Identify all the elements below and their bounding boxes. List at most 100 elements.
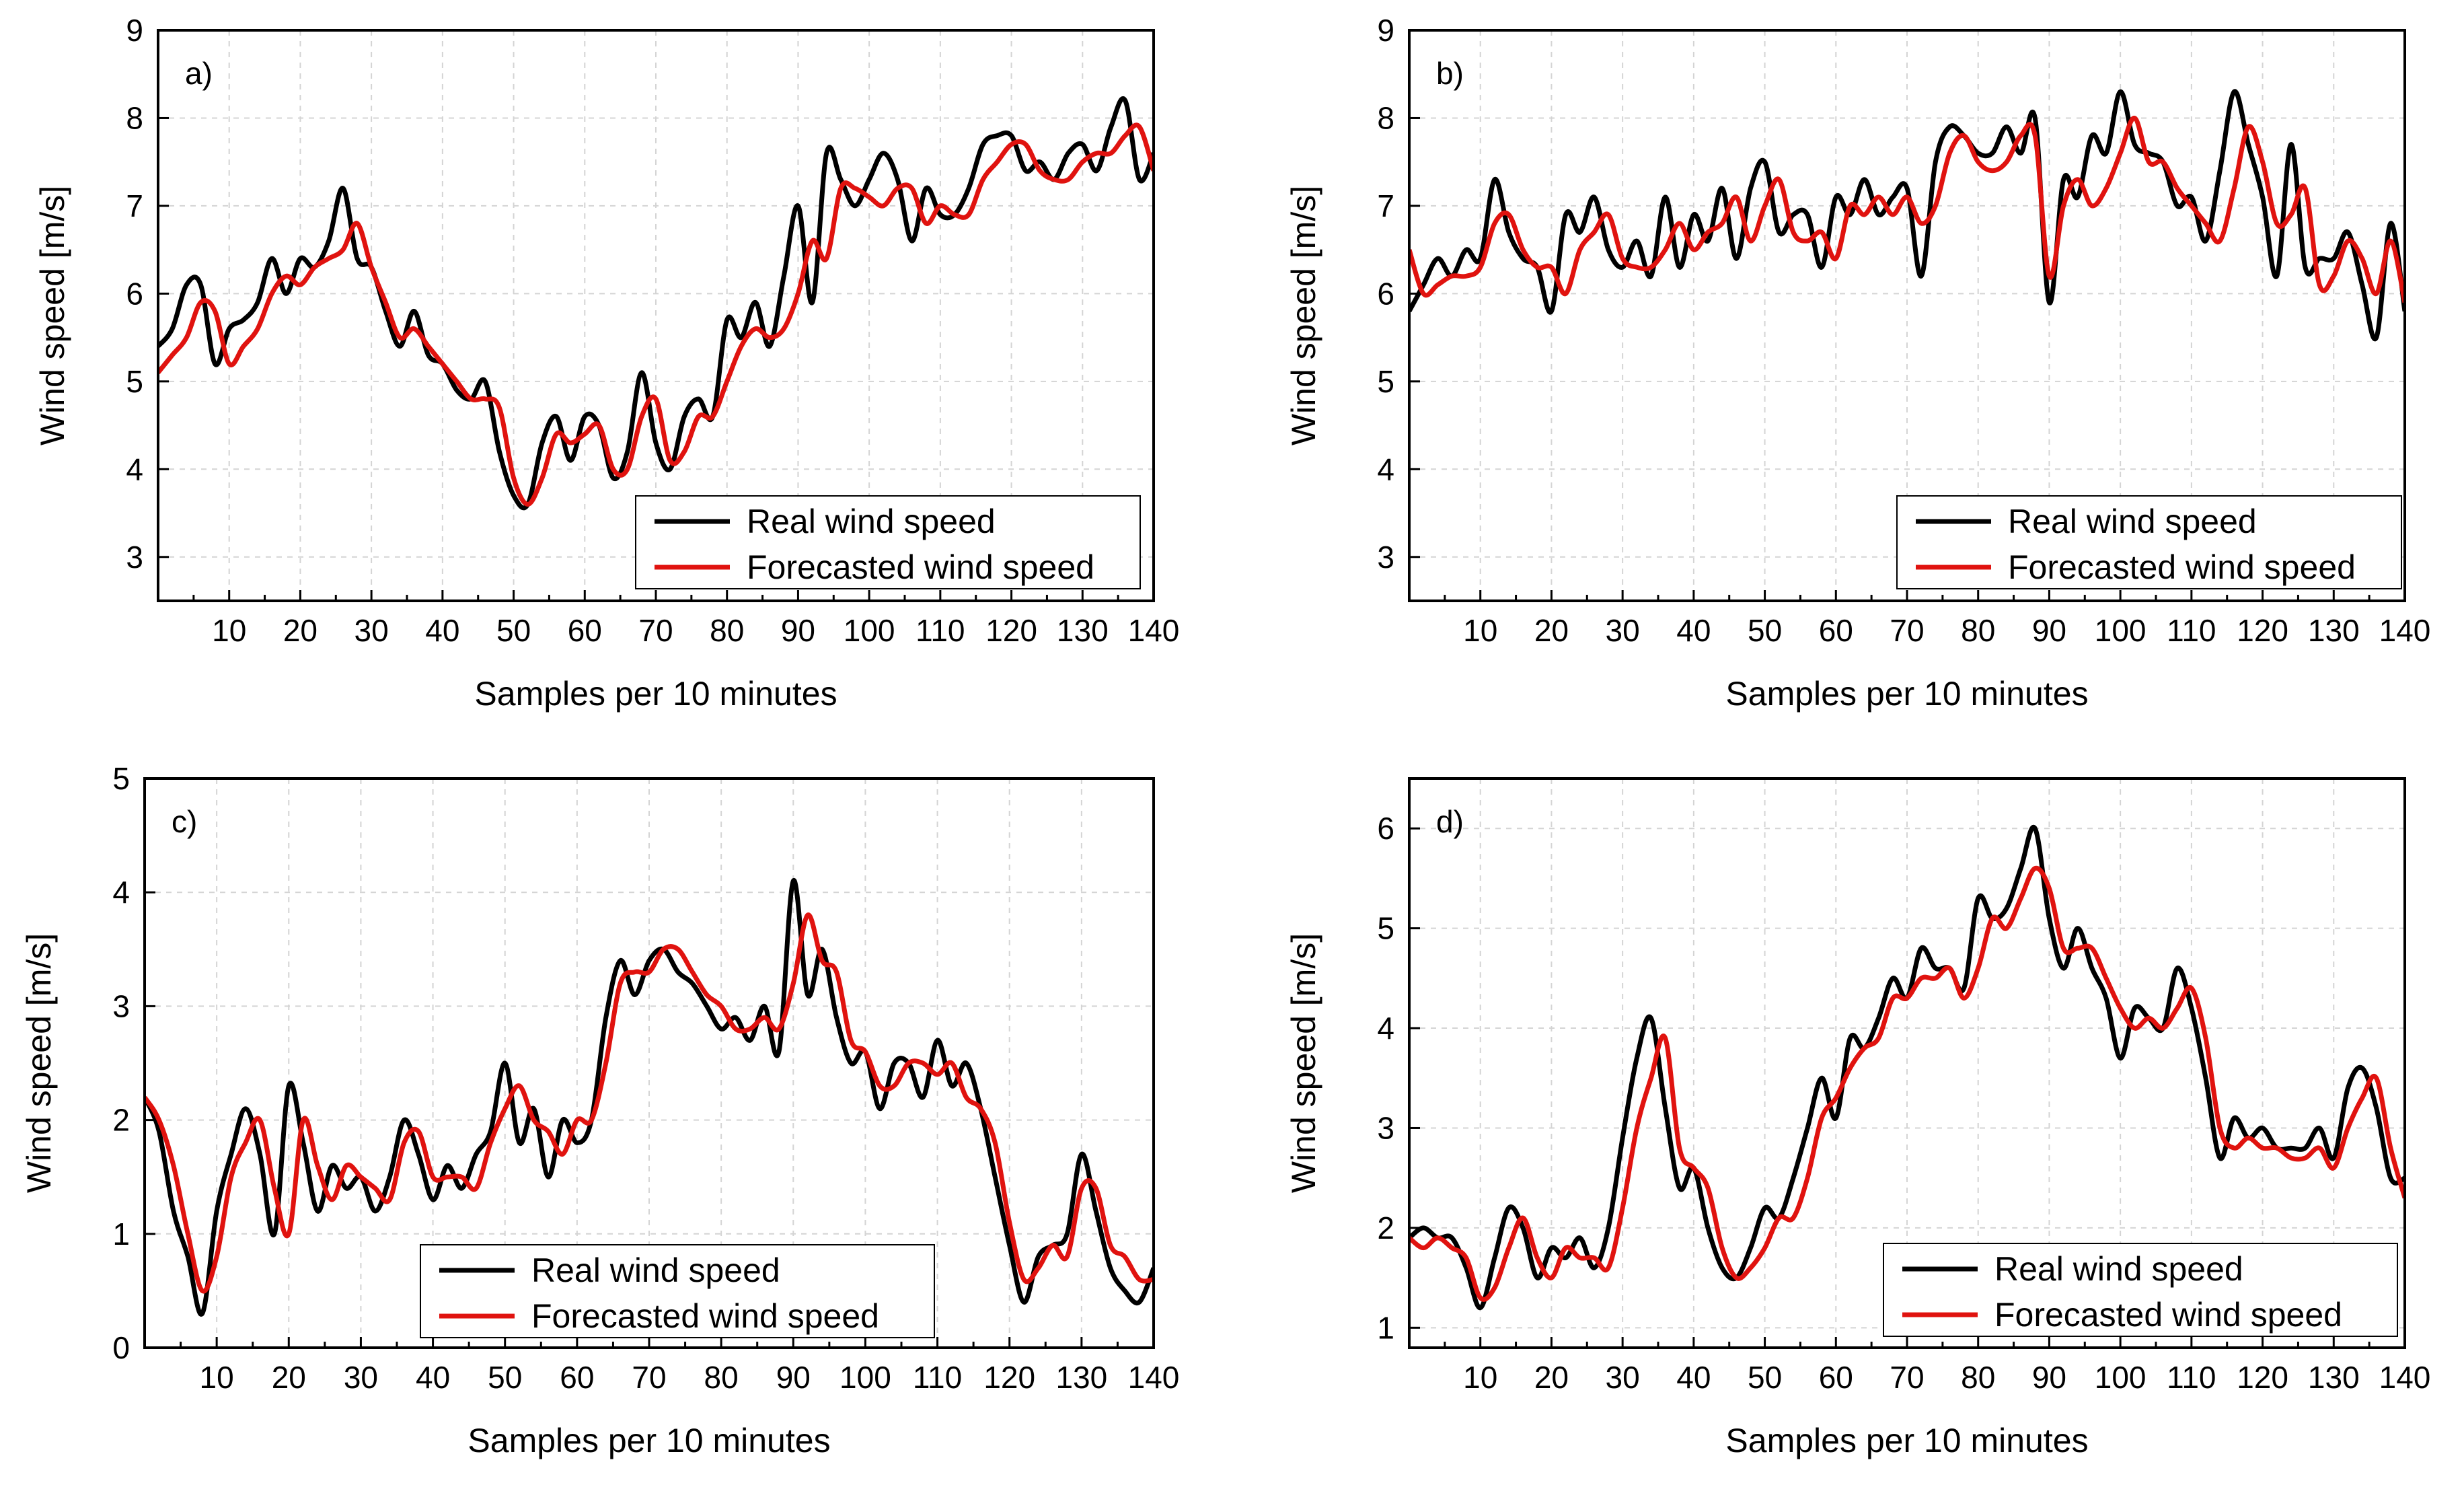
y-tick-label: 3 (112, 988, 130, 1023)
panel-d: 10 20 30 40 50 60 70 80 90 100 110 120 130 140 1 2 3 4 5 6 S… (1285, 777, 2431, 1459)
x-tick-label: 10 (212, 613, 246, 648)
x-axis-label: Samples per 10 minutes (474, 675, 837, 713)
y-tick-label: 7 (126, 188, 143, 223)
y-tick-label: 3 (126, 540, 143, 575)
forecasted-wind-speed-line (145, 912, 1154, 1294)
legend-entry-label: Real wind speed (2008, 503, 2257, 540)
y-tick-label: 1 (112, 1217, 130, 1252)
y-axis-label: Wind speed [m/s] (1285, 186, 1322, 445)
x-tick-label: 120 (2237, 613, 2288, 648)
x-tick-label: 30 (344, 1360, 378, 1395)
y-tick-label: 4 (1377, 451, 1394, 486)
legend: Real wind speed Forecasted wind speed (635, 495, 1141, 589)
x-tick-label: 30 (354, 613, 389, 648)
x-tick-label: 60 (568, 613, 602, 648)
x-tick-label: 70 (1890, 613, 1924, 648)
x-axis-label: Samples per 10 minutes (468, 1422, 830, 1459)
x-tick-label: 110 (916, 613, 965, 648)
panel-label: c) (172, 804, 197, 839)
legend-entry-label: Forecasted wind speed (531, 1297, 879, 1335)
forecasted-wind-speed-line (1409, 865, 2405, 1302)
x-tick-label: 90 (2032, 613, 2066, 648)
x-axis-label: Samples per 10 minutes (1725, 1422, 2088, 1459)
y-tick-label: 8 (1377, 100, 1394, 135)
x-tick-label: 120 (985, 613, 1037, 648)
y-tick-label: 3 (1377, 540, 1394, 575)
forecasted-wind-speed-line (1409, 116, 2405, 303)
x-tick-label: 100 (2095, 1360, 2146, 1395)
y-tick-label: 2 (112, 1103, 130, 1138)
legend-entry-label: Real wind speed (747, 503, 996, 540)
forecasted-wind-speed-line (158, 122, 1154, 507)
x-tick-label: 30 (1606, 613, 1640, 648)
legend: Real wind speed Forecasted wind speed (1896, 495, 2402, 589)
legend-entry-label: Forecasted wind speed (1994, 1296, 2342, 1334)
legend: Real wind speed Forecasted wind speed (1883, 1243, 2398, 1337)
legend-entry-label: Real wind speed (1994, 1250, 2243, 1288)
real-wind-speed-line (1409, 89, 2405, 342)
x-axis-label: Samples per 10 minutes (1725, 675, 2088, 713)
x-tick-label: 80 (1961, 1360, 1995, 1395)
x-tick-label: 100 (839, 1360, 891, 1395)
y-axis-label: Wind speed [m/s] (34, 186, 71, 445)
x-tick-label: 70 (638, 613, 673, 648)
x-tick-label: 130 (2308, 1360, 2360, 1395)
x-tick-label: 20 (1534, 613, 1569, 648)
x-tick-label: 80 (710, 613, 744, 648)
y-tick-label: 5 (1377, 911, 1394, 946)
y-tick-label: 4 (112, 875, 130, 910)
x-tick-label: 110 (2167, 1360, 2216, 1395)
x-tick-label: 30 (1606, 1360, 1640, 1395)
x-tick-label: 140 (2379, 1360, 2431, 1395)
legend-entry-label: Real wind speed (531, 1252, 780, 1289)
panel-label: d) (1436, 804, 1464, 839)
x-tick-label: 100 (844, 613, 895, 648)
x-tick-label: 60 (1819, 1360, 1853, 1395)
x-tick-label: 50 (1748, 1360, 1782, 1395)
x-tick-label: 40 (425, 613, 459, 648)
y-tick-label: 0 (112, 1330, 130, 1365)
y-tick-label: 9 (126, 13, 143, 48)
y-tick-label: 1 (1377, 1310, 1394, 1345)
y-axis-label: Wind speed [m/s] (1285, 933, 1322, 1193)
legend-box (635, 495, 1141, 589)
legend-entry-label: Forecasted wind speed (747, 548, 1094, 586)
y-tick-label: 6 (126, 276, 143, 311)
x-tick-label: 140 (2379, 613, 2431, 648)
x-tick-label: 80 (1961, 613, 1995, 648)
legend-box (1896, 495, 2402, 589)
x-tick-label: 10 (1463, 1360, 1497, 1395)
x-tick-label: 70 (632, 1360, 666, 1395)
y-tick-label: 2 (1377, 1210, 1394, 1245)
y-tick-label: 6 (1377, 276, 1394, 311)
y-tick-label: 5 (112, 761, 130, 796)
x-tick-label: 50 (496, 613, 531, 648)
x-tick-label: 40 (416, 1360, 450, 1395)
x-tick-label: 100 (2095, 613, 2146, 648)
x-tick-label: 10 (1463, 613, 1497, 648)
x-tick-label: 140 (1128, 613, 1180, 648)
x-tick-label: 60 (560, 1360, 594, 1395)
panel-c: 10 20 30 40 50 60 70 80 90 100 110 120 130 140 0 1 2 3 4 5 S… (20, 761, 1179, 1459)
y-tick-label: 7 (1377, 188, 1394, 223)
x-tick-label: 130 (1055, 1360, 1107, 1395)
x-tick-label: 110 (2167, 613, 2216, 648)
x-tick-label: 10 (200, 1360, 234, 1395)
y-tick-label: 5 (126, 364, 143, 399)
panel-label: a) (185, 56, 213, 91)
x-tick-label: 50 (488, 1360, 522, 1395)
x-tick-label: 40 (1676, 613, 1711, 648)
panel-b: 10 20 30 40 50 60 70 80 90 100 110 120 130 140 3 4 5 6 7 8 9… (1285, 13, 2430, 713)
x-tick-label: 120 (2237, 1360, 2288, 1395)
x-tick-label: 20 (272, 1360, 306, 1395)
y-tick-label: 5 (1377, 364, 1394, 399)
y-tick-label: 3 (1377, 1110, 1394, 1145)
x-tick-label: 40 (1676, 1360, 1711, 1395)
y-tick-label: 4 (126, 451, 143, 486)
x-tick-label: 120 (983, 1360, 1035, 1395)
y-tick-label: 8 (126, 100, 143, 135)
x-tick-label: 60 (1819, 613, 1853, 648)
y-tick-label: 9 (1377, 13, 1394, 48)
x-tick-label: 90 (776, 1360, 811, 1395)
